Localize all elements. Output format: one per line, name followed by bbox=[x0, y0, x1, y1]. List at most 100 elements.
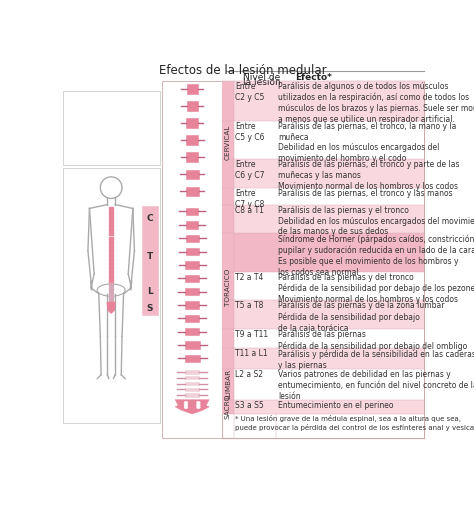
Bar bbox=[109, 258, 113, 261]
Bar bbox=[109, 270, 113, 274]
Text: LUMBAR: LUMBAR bbox=[225, 369, 231, 399]
Bar bbox=[109, 254, 113, 257]
Bar bbox=[63, 168, 160, 423]
Text: Síndrome de Horner (párpados caídos, constricción
pupilar y sudoración reducida : Síndrome de Horner (párpados caídos, con… bbox=[278, 235, 474, 277]
Bar bbox=[109, 215, 113, 219]
Bar bbox=[186, 119, 198, 128]
Text: Efecto*: Efecto* bbox=[296, 73, 332, 82]
Text: Nivel de: Nivel de bbox=[243, 73, 280, 82]
Bar bbox=[234, 329, 424, 348]
Bar bbox=[142, 231, 158, 282]
Bar bbox=[109, 236, 113, 240]
Bar bbox=[109, 279, 113, 282]
Text: Entre
C2 y C5: Entre C2 y C5 bbox=[235, 82, 264, 102]
Text: S3 a S5: S3 a S5 bbox=[235, 401, 264, 410]
Bar bbox=[185, 261, 199, 269]
Bar bbox=[234, 348, 424, 369]
Bar bbox=[109, 232, 113, 235]
Bar bbox=[109, 249, 113, 252]
Bar bbox=[234, 399, 424, 414]
Bar bbox=[185, 393, 199, 396]
Text: Entre
C7 y C8: Entre C7 y C8 bbox=[235, 189, 264, 209]
Bar bbox=[109, 228, 113, 231]
Ellipse shape bbox=[196, 406, 201, 409]
Bar bbox=[185, 315, 199, 322]
Bar bbox=[63, 91, 160, 165]
Bar bbox=[109, 283, 113, 286]
Bar bbox=[187, 102, 198, 111]
Bar bbox=[109, 266, 113, 269]
Bar bbox=[186, 153, 198, 162]
Text: Parálisis de las piernas y del tronco
Pérdida de la sensibilidad por debajo de l: Parálisis de las piernas y del tronco Pé… bbox=[278, 273, 474, 304]
Bar bbox=[109, 220, 113, 223]
Bar bbox=[222, 81, 234, 205]
Bar bbox=[234, 300, 424, 329]
Text: SACRO: SACRO bbox=[225, 394, 231, 420]
Bar bbox=[222, 399, 234, 414]
Bar bbox=[109, 287, 113, 290]
Bar bbox=[185, 370, 199, 374]
Bar bbox=[109, 224, 113, 227]
Text: L2 a S2: L2 a S2 bbox=[235, 370, 263, 379]
Bar bbox=[109, 207, 113, 210]
Bar bbox=[109, 298, 113, 301]
Bar bbox=[185, 301, 199, 309]
Text: T: T bbox=[147, 252, 153, 262]
Text: la lesión: la lesión bbox=[243, 78, 281, 86]
Ellipse shape bbox=[196, 401, 201, 404]
Ellipse shape bbox=[184, 406, 188, 409]
Bar bbox=[109, 275, 113, 278]
Text: T9 a T11: T9 a T11 bbox=[235, 330, 268, 339]
Ellipse shape bbox=[184, 401, 188, 404]
Text: T5 a T8: T5 a T8 bbox=[235, 301, 264, 311]
Ellipse shape bbox=[184, 404, 188, 407]
Text: Parálisis de las piernas, el tronco, la mano y la
muñeca
Debilidad en los múscul: Parálisis de las piernas, el tronco, la … bbox=[278, 122, 456, 163]
Text: Efectos de la lesión medular: Efectos de la lesión medular bbox=[159, 65, 327, 77]
Text: C: C bbox=[146, 214, 153, 223]
Text: * Una lesión grave de la médula espinal, sea a la altura que sea,
puede provocar: * Una lesión grave de la médula espinal,… bbox=[235, 415, 474, 431]
Bar bbox=[142, 282, 158, 301]
Bar bbox=[234, 121, 424, 159]
Bar bbox=[234, 272, 424, 300]
Text: S: S bbox=[146, 304, 153, 313]
Bar bbox=[109, 291, 113, 294]
Text: Entre
C5 y C6: Entre C5 y C6 bbox=[235, 122, 264, 141]
Bar bbox=[109, 295, 113, 297]
Bar bbox=[185, 382, 199, 385]
Text: CERVICAL: CERVICAL bbox=[225, 125, 231, 161]
Bar bbox=[222, 205, 234, 369]
Bar bbox=[234, 233, 424, 272]
Text: C8 a T1: C8 a T1 bbox=[235, 206, 264, 215]
Bar bbox=[185, 388, 199, 391]
Polygon shape bbox=[175, 399, 209, 414]
Text: Parálisis de algunos o de todos los músculos
utilizados en la respiración, así c: Parálisis de algunos o de todos los músc… bbox=[278, 82, 474, 124]
Text: Parálisis de las piernas y de la zona lumbar
Pérdida de la sensibilidad por deba: Parálisis de las piernas y de la zona lu… bbox=[278, 301, 444, 333]
Bar bbox=[234, 81, 424, 121]
Bar bbox=[109, 245, 113, 248]
Text: Parálisis de las piernas, el tronco y las manos: Parálisis de las piernas, el tronco y la… bbox=[278, 189, 452, 198]
Text: Parálisis de las piernas y el tronco
Debilidad en los músculos encargados del mo: Parálisis de las piernas y el tronco Deb… bbox=[278, 206, 474, 236]
Bar bbox=[186, 248, 199, 255]
Text: Parálisis de las piernas, el tronco y parte de las
muñecas y las manos
Movimient: Parálisis de las piernas, el tronco y pa… bbox=[278, 160, 459, 190]
Bar bbox=[185, 328, 200, 335]
Text: Entre
C6 y C7: Entre C6 y C7 bbox=[235, 160, 264, 180]
Bar bbox=[109, 262, 113, 265]
Bar bbox=[142, 206, 158, 231]
Text: Parálisis y pérdida de la sensibilidad en las caderas
y las piernas: Parálisis y pérdida de la sensibilidad e… bbox=[278, 349, 474, 370]
Bar bbox=[187, 84, 198, 94]
Bar bbox=[185, 341, 200, 349]
Bar bbox=[142, 301, 158, 316]
Bar bbox=[185, 355, 200, 362]
Bar bbox=[234, 414, 424, 438]
Bar bbox=[109, 241, 113, 244]
Bar bbox=[186, 170, 199, 179]
Ellipse shape bbox=[196, 404, 201, 407]
Text: Varios patrones de debilidad en las piernas y
entumecimiento, en función del niv: Varios patrones de debilidad en las pier… bbox=[278, 370, 474, 401]
Text: L: L bbox=[147, 287, 153, 296]
Bar bbox=[222, 81, 424, 438]
Bar bbox=[234, 205, 424, 233]
Bar bbox=[185, 288, 199, 295]
Bar bbox=[185, 275, 199, 282]
Bar bbox=[186, 208, 198, 215]
Bar bbox=[185, 376, 199, 379]
